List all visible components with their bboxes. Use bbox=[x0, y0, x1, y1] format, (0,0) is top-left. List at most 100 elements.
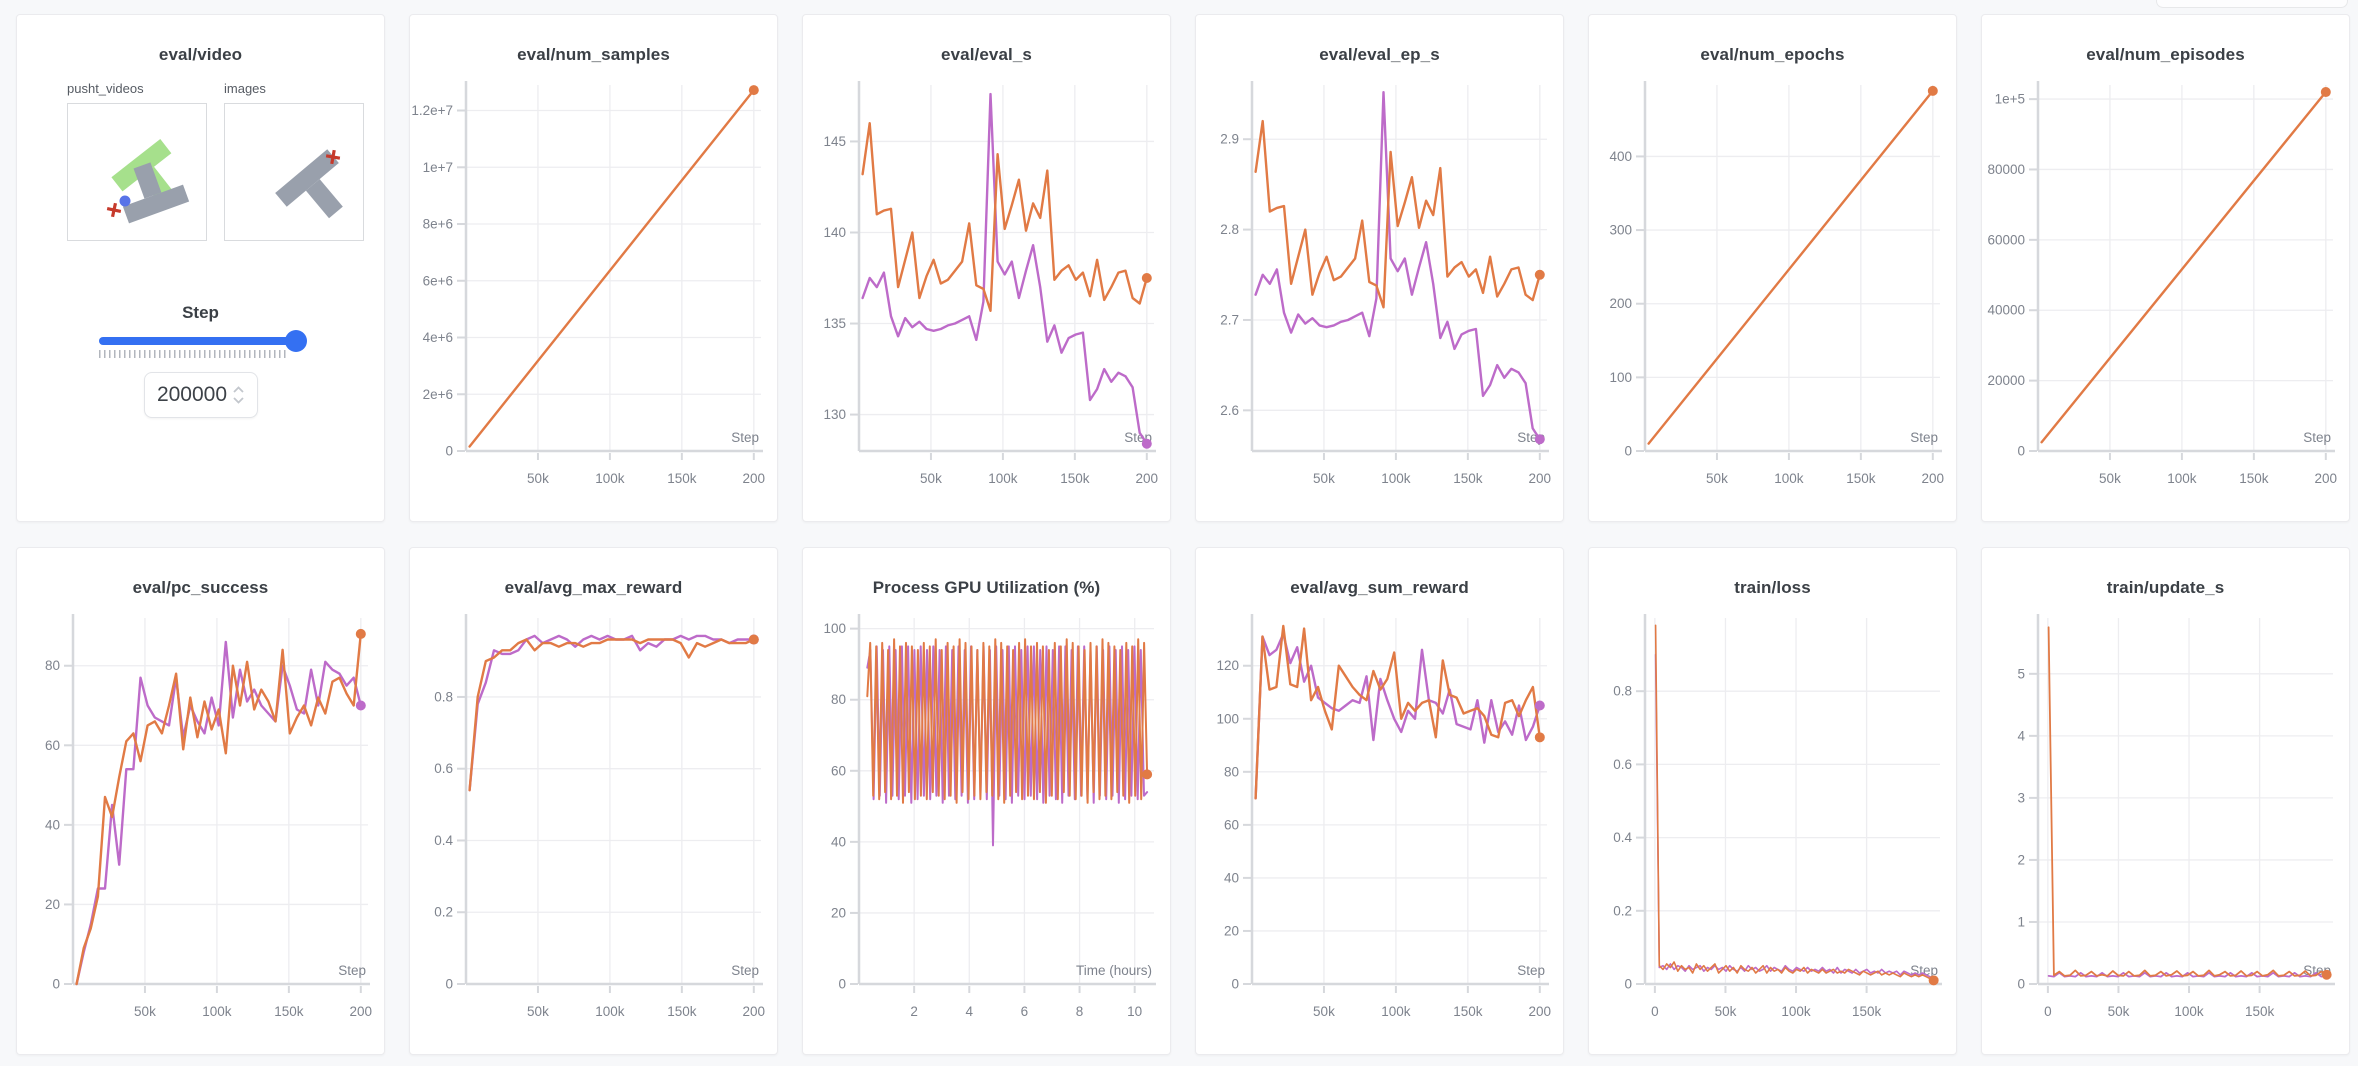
svg-text:200: 200 bbox=[1529, 1004, 1552, 1019]
svg-text:60: 60 bbox=[45, 738, 60, 753]
svg-text:150k: 150k bbox=[1453, 1004, 1483, 1019]
video-thumbnail-pusht[interactable] bbox=[67, 103, 207, 241]
svg-text:0: 0 bbox=[445, 444, 453, 459]
svg-text:40: 40 bbox=[1224, 870, 1239, 885]
step-slider[interactable] bbox=[98, 330, 307, 352]
svg-text:200: 200 bbox=[1136, 471, 1159, 486]
svg-text:0: 0 bbox=[1231, 977, 1239, 992]
svg-text:0.4: 0.4 bbox=[1613, 830, 1632, 845]
svg-text:50k: 50k bbox=[1715, 1004, 1737, 1019]
svg-text:2.6: 2.6 bbox=[1220, 403, 1239, 418]
chart-panel[interactable]: eval/eval_ep_s 2.6 2.7 2.8 2.9 50k 100k 150k 20… bbox=[1195, 14, 1564, 522]
svg-text:200: 200 bbox=[2315, 471, 2338, 486]
svg-text:2: 2 bbox=[2017, 852, 2025, 867]
svg-text:60: 60 bbox=[831, 763, 846, 778]
svg-text:100k: 100k bbox=[595, 471, 625, 486]
svg-text:200: 200 bbox=[743, 1004, 766, 1019]
media-col-images: images bbox=[224, 81, 364, 241]
svg-text:100k: 100k bbox=[1781, 1004, 1811, 1019]
stepper-arrows[interactable] bbox=[233, 385, 244, 405]
chevron-up-down-icon bbox=[233, 386, 244, 404]
svg-text:140: 140 bbox=[823, 225, 846, 240]
svg-text:150k: 150k bbox=[1846, 471, 1876, 486]
chart-panel[interactable]: eval/avg_max_reward 0 0.2 0.4 0.6 0.8 50k 100k… bbox=[409, 547, 778, 1055]
chart-title: eval/num_samples bbox=[517, 45, 670, 64]
chart-title: eval/avg_sum_reward bbox=[1290, 578, 1469, 597]
svg-text:Step: Step bbox=[2303, 430, 2331, 445]
svg-text:100k: 100k bbox=[595, 1004, 625, 1019]
gray-t-shape bbox=[122, 162, 190, 224]
line-chart: 0 20 40 60 80 50k 100k 150k 200 Step bbox=[45, 614, 373, 1019]
chart-title: Process GPU Utilization (%) bbox=[872, 578, 1101, 597]
svg-text:0.6: 0.6 bbox=[434, 761, 453, 776]
partial-panel-edge bbox=[2156, 0, 2348, 8]
svg-text:2.7: 2.7 bbox=[1220, 312, 1239, 327]
svg-text:150k: 150k bbox=[667, 471, 697, 486]
line-chart: 0 100 200 300 400 50k 100k 150k 200 Step bbox=[1609, 81, 1944, 486]
svg-text:8e+6: 8e+6 bbox=[423, 217, 453, 232]
svg-text:50k: 50k bbox=[1313, 1004, 1335, 1019]
image-thumbnail[interactable] bbox=[224, 103, 364, 241]
chart-panel[interactable]: train/update_s 0 1 2 3 4 5 0 50k 100k 150k Step bbox=[1981, 547, 2350, 1055]
svg-text:Step: Step bbox=[1517, 963, 1545, 978]
chart-panel[interactable]: eval/eval_s 130 135 140 145 50k 100k 150k 200 St… bbox=[802, 14, 1171, 522]
media-panel-eval-video[interactable]: eval/video pusht_videos bbox=[16, 14, 385, 522]
media-row: pusht_videos bbox=[67, 81, 384, 241]
svg-text:0.2: 0.2 bbox=[1613, 903, 1632, 918]
chart-panel[interactable]: Process GPU Utilization (%) 0 20 40 60 80 100… bbox=[802, 547, 1171, 1055]
svg-text:Step: Step bbox=[338, 963, 366, 978]
svg-text:200: 200 bbox=[1529, 471, 1552, 486]
svg-text:100k: 100k bbox=[988, 471, 1018, 486]
media-label-images: images bbox=[224, 81, 266, 96]
svg-text:100k: 100k bbox=[1381, 471, 1411, 486]
step-number-input[interactable]: 200000 bbox=[143, 372, 258, 418]
svg-text:0: 0 bbox=[2017, 977, 2025, 992]
chart-title: eval/pc_success bbox=[132, 578, 269, 597]
chart-panel[interactable]: eval/num_epochs 0 100 200 300 400 50k 100k 150k… bbox=[1588, 14, 1957, 522]
svg-text:60: 60 bbox=[1224, 817, 1239, 832]
svg-text:20: 20 bbox=[45, 897, 60, 912]
svg-text:150k: 150k bbox=[1852, 1004, 1882, 1019]
line-chart: 0 0.2 0.4 0.6 0.8 50k 100k 150k 200 Step bbox=[434, 614, 766, 1019]
svg-text:80: 80 bbox=[1224, 764, 1239, 779]
svg-text:150k: 150k bbox=[2245, 1004, 2275, 1019]
svg-text:Time (hours): Time (hours) bbox=[1076, 963, 1152, 978]
svg-text:Step: Step bbox=[731, 963, 759, 978]
chart-panel[interactable]: eval/avg_sum_reward 0 20 40 60 80 100 120 50k 10… bbox=[1195, 547, 1564, 1055]
step-slider-ticks bbox=[98, 350, 287, 358]
svg-text:0.8: 0.8 bbox=[1613, 684, 1632, 699]
svg-text:150k: 150k bbox=[2239, 471, 2269, 486]
chart-panel[interactable]: train/loss 0 0.2 0.4 0.6 0.8 0 50k 100k 150k Step bbox=[1588, 547, 1957, 1055]
svg-text:80: 80 bbox=[831, 692, 846, 707]
svg-text:0.6: 0.6 bbox=[1613, 757, 1632, 772]
chart-panel[interactable]: eval/num_episodes 0 20000 40000 60000 80000 1… bbox=[1981, 14, 2350, 522]
svg-text:200: 200 bbox=[350, 1004, 373, 1019]
chart-panel[interactable]: eval/num_samples 0 2e+6 4e+6 6e+6 8e+6 1e+7 1.… bbox=[409, 14, 778, 522]
svg-text:50k: 50k bbox=[920, 471, 942, 486]
svg-text:4: 4 bbox=[2017, 728, 2025, 743]
media-label-pusht-videos: pusht_videos bbox=[67, 81, 144, 96]
svg-text:150k: 150k bbox=[1060, 471, 1090, 486]
svg-text:135: 135 bbox=[823, 316, 846, 331]
chart-panel[interactable]: eval/pc_success 0 20 40 60 80 50k 100k 150k 200 S… bbox=[16, 547, 385, 1055]
svg-text:80000: 80000 bbox=[1987, 162, 2025, 177]
svg-text:200: 200 bbox=[1609, 296, 1632, 311]
agent-dot bbox=[119, 195, 131, 207]
line-chart: 0 20 40 60 80 100 2 4 6 8 10 Time (hours) bbox=[823, 614, 1156, 1019]
svg-text:Step: Step bbox=[731, 430, 759, 445]
svg-text:40: 40 bbox=[831, 834, 846, 849]
svg-text:4e+6: 4e+6 bbox=[423, 330, 453, 345]
step-slider-thumb[interactable] bbox=[284, 330, 307, 352]
step-slider-label: Step bbox=[182, 303, 219, 322]
svg-text:2.8: 2.8 bbox=[1220, 222, 1239, 237]
svg-text:20: 20 bbox=[831, 905, 846, 920]
svg-text:0: 0 bbox=[1624, 444, 1632, 459]
pusht-image-thumbnail bbox=[275, 149, 343, 219]
svg-text:2: 2 bbox=[910, 1004, 918, 1019]
target-cross-icon bbox=[325, 149, 341, 165]
svg-text:6: 6 bbox=[1021, 1004, 1029, 1019]
svg-text:0: 0 bbox=[2044, 1004, 2052, 1019]
svg-text:130: 130 bbox=[823, 407, 846, 422]
